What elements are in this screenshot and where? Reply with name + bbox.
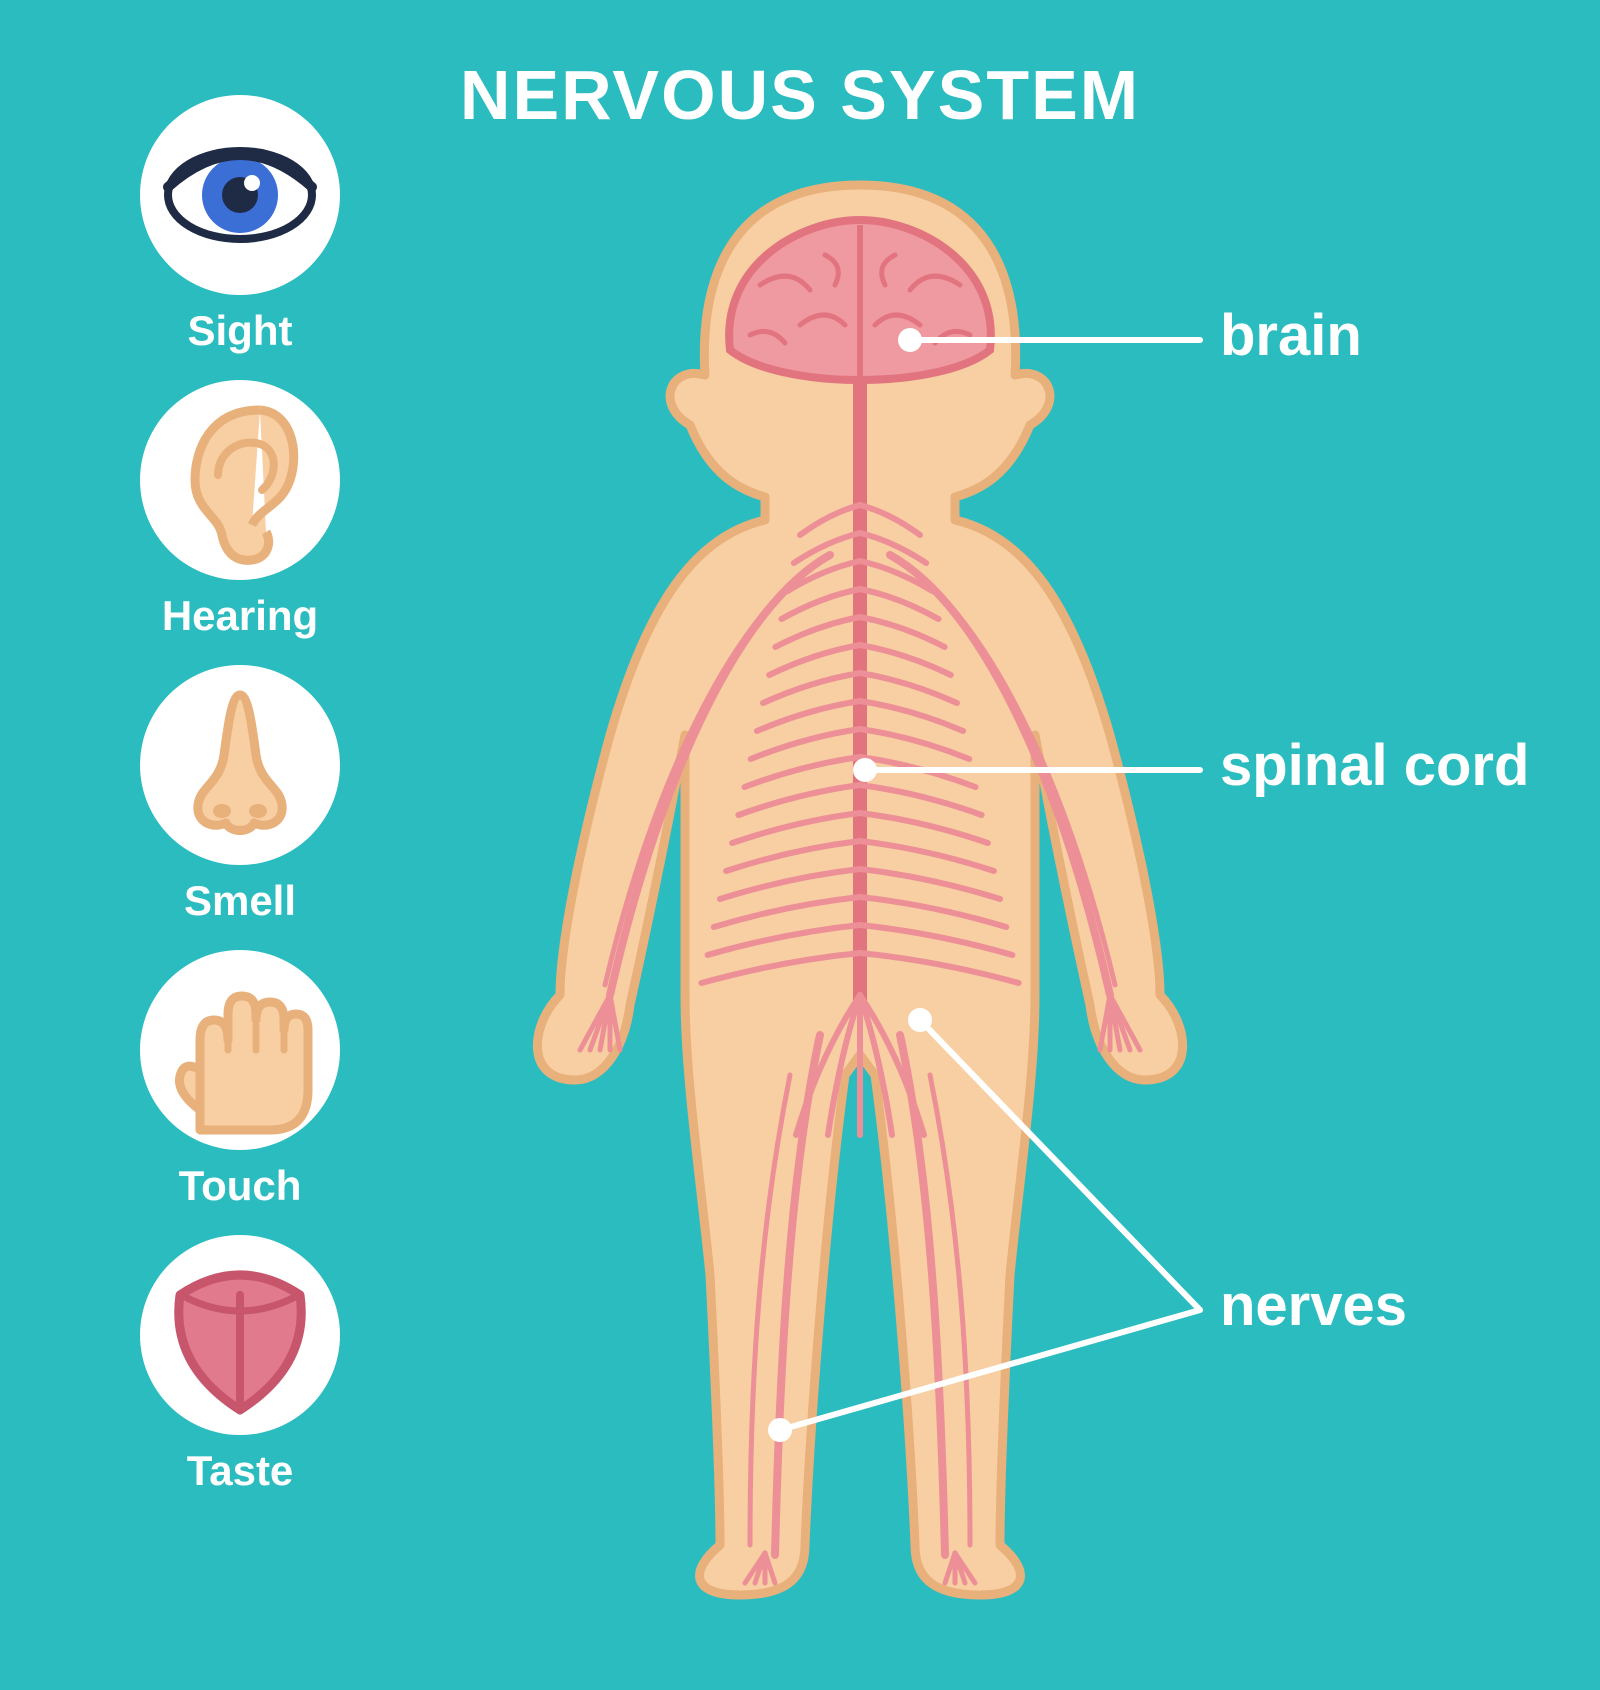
sense-smell: Smell bbox=[130, 665, 350, 925]
callout-spinal: spinal cord bbox=[1220, 732, 1529, 799]
taste-icon bbox=[140, 1235, 340, 1435]
hearing-icon bbox=[140, 380, 340, 580]
sense-label-hearing: Hearing bbox=[162, 592, 318, 640]
sense-label-taste: Taste bbox=[187, 1447, 294, 1495]
sight-icon bbox=[140, 95, 340, 295]
smell-icon bbox=[140, 665, 340, 865]
touch-icon bbox=[140, 950, 340, 1150]
sense-label-smell: Smell bbox=[184, 877, 296, 925]
sense-touch: Touch bbox=[130, 950, 350, 1210]
sense-label-sight: Sight bbox=[188, 307, 293, 355]
sense-hearing: Hearing bbox=[130, 380, 350, 640]
sense-sight: Sight bbox=[130, 95, 350, 355]
callout-nerves: nerves bbox=[1220, 1272, 1407, 1339]
sense-taste: Taste bbox=[130, 1235, 350, 1495]
body-figure bbox=[510, 175, 1210, 1605]
callout-brain: brain bbox=[1220, 302, 1362, 369]
sense-label-touch: Touch bbox=[179, 1162, 302, 1210]
